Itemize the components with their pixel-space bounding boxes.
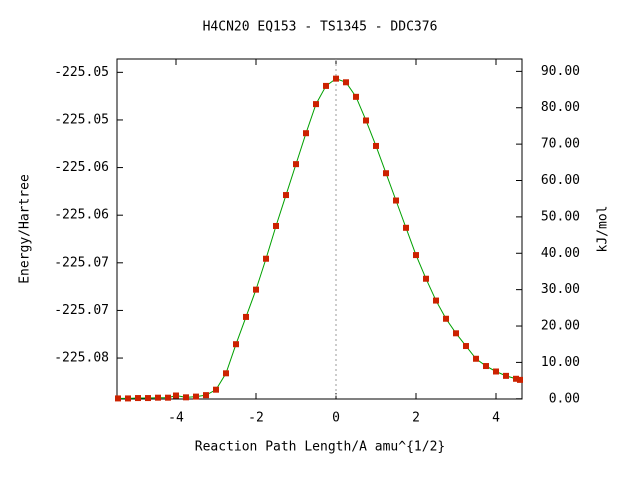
y-tick-label: -225.05 [54,112,109,127]
y2-tick-label: 10.00 [541,355,580,370]
point-marker [383,170,389,177]
point-marker [513,375,519,382]
point-marker [323,82,329,89]
point-marker [303,130,309,137]
point-marker [193,393,199,400]
point-marker [155,394,161,401]
chart-title: H4CN20 EQ153 - TS1345 - DDC376 [203,20,438,35]
point-marker [263,255,269,262]
point-marker [353,93,359,100]
y-tick-label: -225.06 [54,208,109,223]
point-marker [453,330,459,337]
x-tick-label: 4 [492,411,500,426]
x-tick-label: -2 [248,411,264,426]
point-marker [135,395,141,402]
x-axis-label: Reaction Path Length/A amu^{1/2} [195,440,445,455]
y2-tick-label: 0.00 [549,391,580,406]
point-marker [393,197,399,204]
point-marker [343,79,349,86]
point-marker [423,275,429,282]
point-marker [283,192,289,199]
point-marker [253,286,259,293]
y-axis-label: Energy/Hartree [18,174,33,284]
point-marker [483,363,489,370]
point-marker [363,117,369,124]
point-marker [165,394,171,401]
point-marker [517,376,523,383]
y2-tick-label: 50.00 [541,209,580,224]
point-marker [125,395,131,402]
y-tick-label: -225.08 [54,351,109,366]
point-marker [433,297,439,304]
point-marker [413,252,419,259]
series-line [118,78,521,399]
point-marker [473,355,479,362]
y2-tick-label: 70.00 [541,137,580,152]
point-marker [145,395,151,402]
point-marker [213,386,219,393]
y2-tick-label: 80.00 [541,100,580,115]
point-marker [273,222,279,229]
y-tick-label: -225.05 [54,65,109,80]
point-marker [313,101,319,108]
point-marker [243,313,249,320]
plot-frame [116,58,523,400]
point-marker [333,75,339,82]
point-marker [373,142,379,149]
point-marker [223,370,229,377]
x-tick-label: 2 [412,411,420,426]
y2-tick-label: 20.00 [541,319,580,334]
y2-tick-label: 90.00 [541,64,580,79]
point-marker [203,392,209,399]
y-tick-label: -225.06 [54,160,109,175]
y-tick-label: -225.07 [54,255,109,270]
point-marker [493,368,499,375]
point-marker [183,394,189,401]
y2-tick-label: 40.00 [541,246,580,261]
point-marker [503,372,509,379]
point-marker [443,315,449,322]
point-marker [403,224,409,231]
point-marker [463,343,469,350]
point-marker [293,161,299,168]
x-tick-label: -4 [168,411,184,426]
point-marker [173,392,179,399]
point-marker [233,341,239,348]
y2-tick-label: 60.00 [541,173,580,188]
y2-tick-label: 30.00 [541,282,580,297]
y2-axis-label: kJ/mol [596,206,611,253]
y-tick-label: -225.07 [54,303,109,318]
point-marker [115,395,121,402]
x-tick-label: 0 [332,411,340,426]
